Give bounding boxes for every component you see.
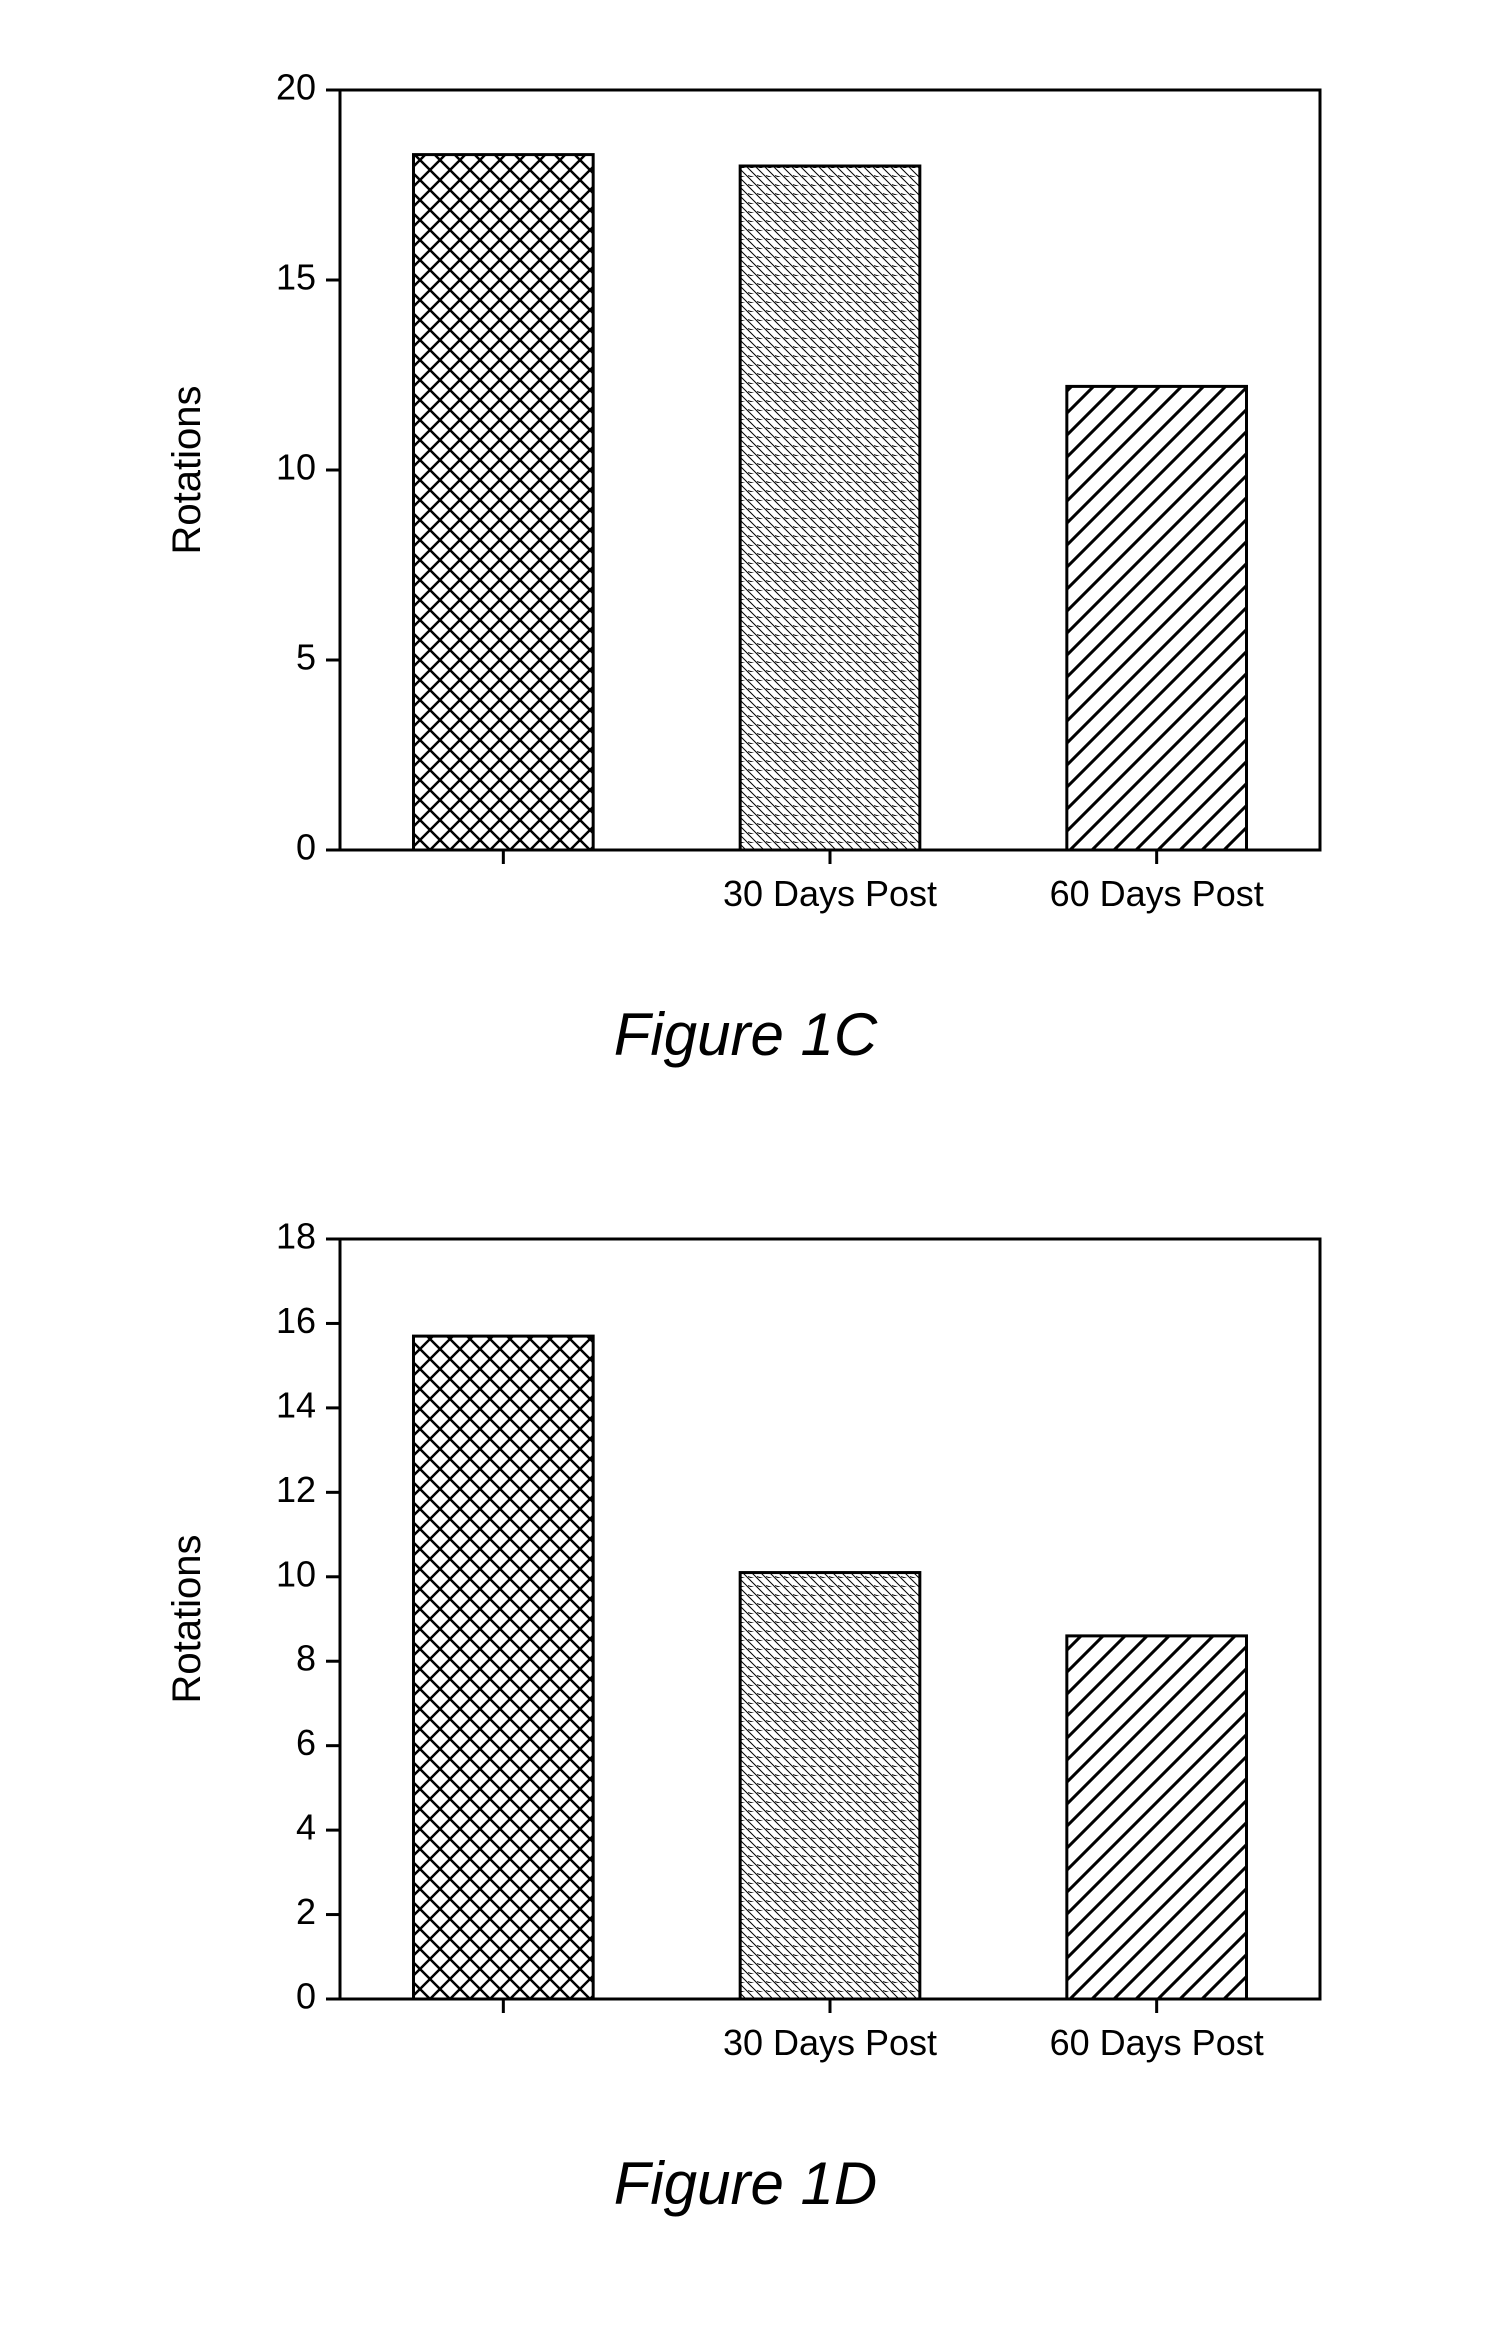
y-tick-label: 14: [276, 1384, 316, 1425]
bar: [740, 166, 920, 850]
page-root: 05101520Rotations30 Days Post60 Days Pos…: [0, 0, 1491, 2346]
y-axis-label: Rotations: [165, 1535, 209, 1704]
chart-1c-block: 0 5 10 15 20 Rotations 30 Days Post 60 Days Pos…: [100, 60, 1391, 1069]
y-tick-label: 5: [296, 637, 316, 678]
y-tick-label: 15: [276, 257, 316, 298]
y-tick-label: 10: [276, 1553, 316, 1594]
y-tick-label: 6: [296, 1722, 316, 1763]
x-tick-label: 60 Days Post: [1050, 873, 1264, 914]
y-axis-label: Rotations: [165, 386, 209, 555]
y-tick-label: 10: [276, 447, 316, 488]
chart-1c-caption: Figure 1C: [100, 1000, 1391, 1069]
chart-1c-svg: 0 5 10 15 20 Rotations 30 Days Post 60 Days Pos…: [100, 60, 1380, 980]
chart-1d-block: 0 2 4 6 8 10 12 14 16 18 Rotations 30 Days Post 60 D…: [100, 1209, 1391, 2218]
y-tick-label: 0: [296, 827, 316, 868]
chart-1d-svg: 0 2 4 6 8 10 12 14 16 18 Rotations 30 Days Post 60 D…: [100, 1209, 1380, 2129]
x-tick-label: 30 Days Post: [723, 873, 937, 914]
bar: [1067, 386, 1247, 850]
x-tick-label: 60 Days Post: [1050, 2022, 1264, 2063]
x-tick-label: 30 Days Post: [723, 2022, 937, 2063]
y-tick-label: 12: [276, 1469, 316, 1510]
y-tick-label: 8: [296, 1638, 316, 1679]
bar: [740, 1573, 920, 1999]
bar: [414, 1336, 594, 1999]
y-tick-label: 0: [296, 1976, 316, 2017]
y-tick-label: 16: [276, 1300, 316, 1341]
bar: [1067, 1636, 1247, 1999]
y-tick-label: 20: [276, 67, 316, 108]
bar: [414, 155, 594, 850]
y-tick-label: 2: [296, 1891, 316, 1932]
y-tick-label: 4: [296, 1807, 316, 1848]
chart-1d-caption: Figure 1D: [100, 2149, 1391, 2218]
y-tick-label: 18: [276, 1216, 316, 1257]
